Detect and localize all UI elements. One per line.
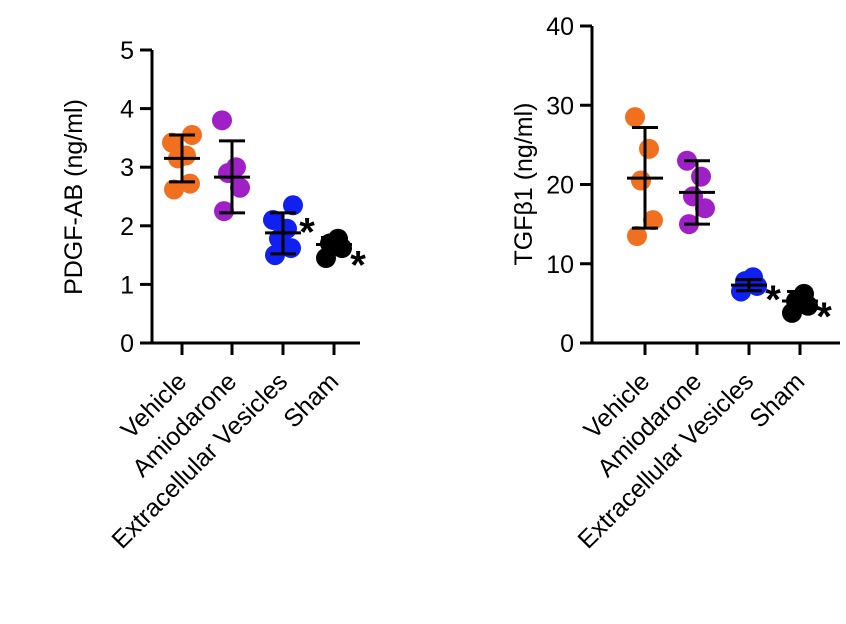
data-point (643, 210, 663, 231)
y-tick-label: 5 (120, 37, 134, 65)
data-point (683, 186, 703, 207)
data-point (627, 226, 647, 247)
category-label: Sham (744, 367, 810, 433)
data-point (164, 179, 184, 200)
y-tick-label: 0 (120, 330, 134, 358)
significance-star: * (299, 210, 315, 254)
data-point (263, 209, 283, 230)
y-tick-label: 0 (560, 330, 574, 358)
data-point (283, 195, 303, 216)
y-tick-label: 40 (546, 13, 574, 41)
y-tick-label: 4 (120, 96, 134, 124)
y-tick-label: 30 (546, 92, 574, 120)
y-axis-title: TGFβ1 (ng/ml) (510, 102, 538, 265)
category-label: Sham (278, 367, 344, 433)
significance-star: * (765, 278, 781, 322)
data-point (230, 177, 250, 198)
y-tick-label: 1 (120, 271, 134, 299)
data-point (691, 166, 711, 187)
data-point (631, 170, 651, 191)
y-tick-label: 2 (120, 213, 134, 241)
significance-star: * (816, 295, 832, 339)
y-tick-label: 20 (546, 172, 574, 200)
significance-star: * (350, 244, 366, 288)
data-point (226, 157, 246, 178)
data-point (639, 138, 659, 159)
y-tick-label: 10 (546, 251, 574, 279)
data-point (180, 173, 200, 194)
data-point (212, 110, 232, 131)
data-point (625, 107, 645, 128)
data-point (162, 132, 182, 153)
y-axis-title: PDGF-AB (ng/ml) (60, 99, 88, 295)
data-point (214, 201, 234, 222)
y-tick-label: 3 (120, 154, 134, 182)
